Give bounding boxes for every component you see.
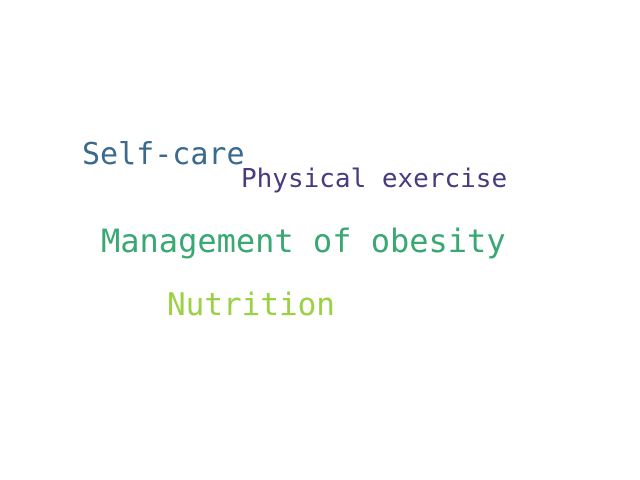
word-self-care: Self-care (82, 137, 245, 172)
word-physical-exercise: Physical exercise (241, 164, 508, 194)
word-nutrition: Nutrition (167, 287, 335, 323)
word-management-of-obesity: Management of obesity (101, 222, 506, 260)
